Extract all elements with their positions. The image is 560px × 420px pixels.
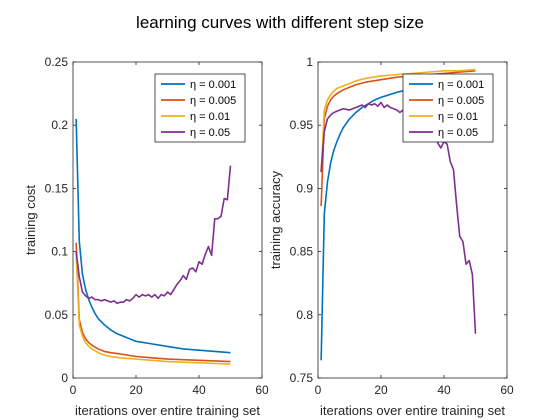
legend-label: η = 0.05 — [190, 127, 230, 139]
legend-label: η = 0.005 — [438, 95, 484, 107]
legend-label: η = 0.05 — [438, 127, 478, 139]
x-tick-label: 40 — [192, 383, 206, 397]
x-tick-label: 40 — [437, 383, 451, 397]
y-tick-label: 0.9 — [296, 181, 313, 195]
legend-label: η = 0.01 — [438, 111, 478, 123]
legend-box — [402, 73, 494, 143]
legend-label: η = 0.01 — [190, 111, 230, 123]
series-line-3 — [75, 165, 232, 305]
legend-label: η = 0.001 — [190, 79, 236, 91]
y-tick-label: 0.85 — [290, 245, 314, 259]
x-tick-label: 60 — [500, 383, 514, 397]
legend-label: η = 0.005 — [190, 95, 236, 107]
cost-chart-panel: 0 20 40 60 0 0.05 0.1 0.15 0.2 0.25 iterations ove… — [23, 55, 269, 418]
y-tick-label: 0.95 — [290, 118, 314, 132]
accuracy-chart-panel: 0 20 40 60 0.75 0.8 0.85 0.9 0.95 1 iterations ove… — [268, 55, 514, 418]
y-tick-label: 0.05 — [45, 308, 69, 322]
x-axis-label: iterations over entire training set — [320, 403, 505, 418]
y-tick-label: 0.25 — [45, 55, 69, 69]
x-axis-label: iterations over entire training set — [75, 403, 260, 418]
y-axis-label: training accuracy — [268, 170, 283, 269]
x-tick-label: 20 — [129, 383, 143, 397]
legend-box — [154, 73, 246, 143]
series-line-2 — [320, 68, 476, 173]
x-tick-label: 0 — [315, 383, 322, 397]
y-tick-label: 0.2 — [51, 118, 68, 132]
y-tick-label: 0 — [61, 371, 68, 385]
y-tick-label: 0.1 — [51, 245, 68, 259]
y-tick-label: 0.15 — [45, 181, 69, 195]
y-tick-label: 0.8 — [296, 308, 313, 322]
y-axis-label: training cost — [23, 185, 38, 255]
figure-title: learning curves with different step size — [136, 13, 424, 32]
legend-label: η = 0.001 — [438, 79, 484, 91]
series-line-0 — [75, 118, 231, 354]
series-line-1 — [75, 242, 231, 363]
y-tick-label: 1 — [306, 55, 313, 69]
series-line-2 — [75, 254, 231, 365]
x-tick-label: 20 — [374, 383, 388, 397]
x-tick-label: 0 — [70, 383, 77, 397]
x-tick-label: 60 — [255, 383, 269, 397]
y-tick-label: 0.75 — [290, 371, 314, 385]
